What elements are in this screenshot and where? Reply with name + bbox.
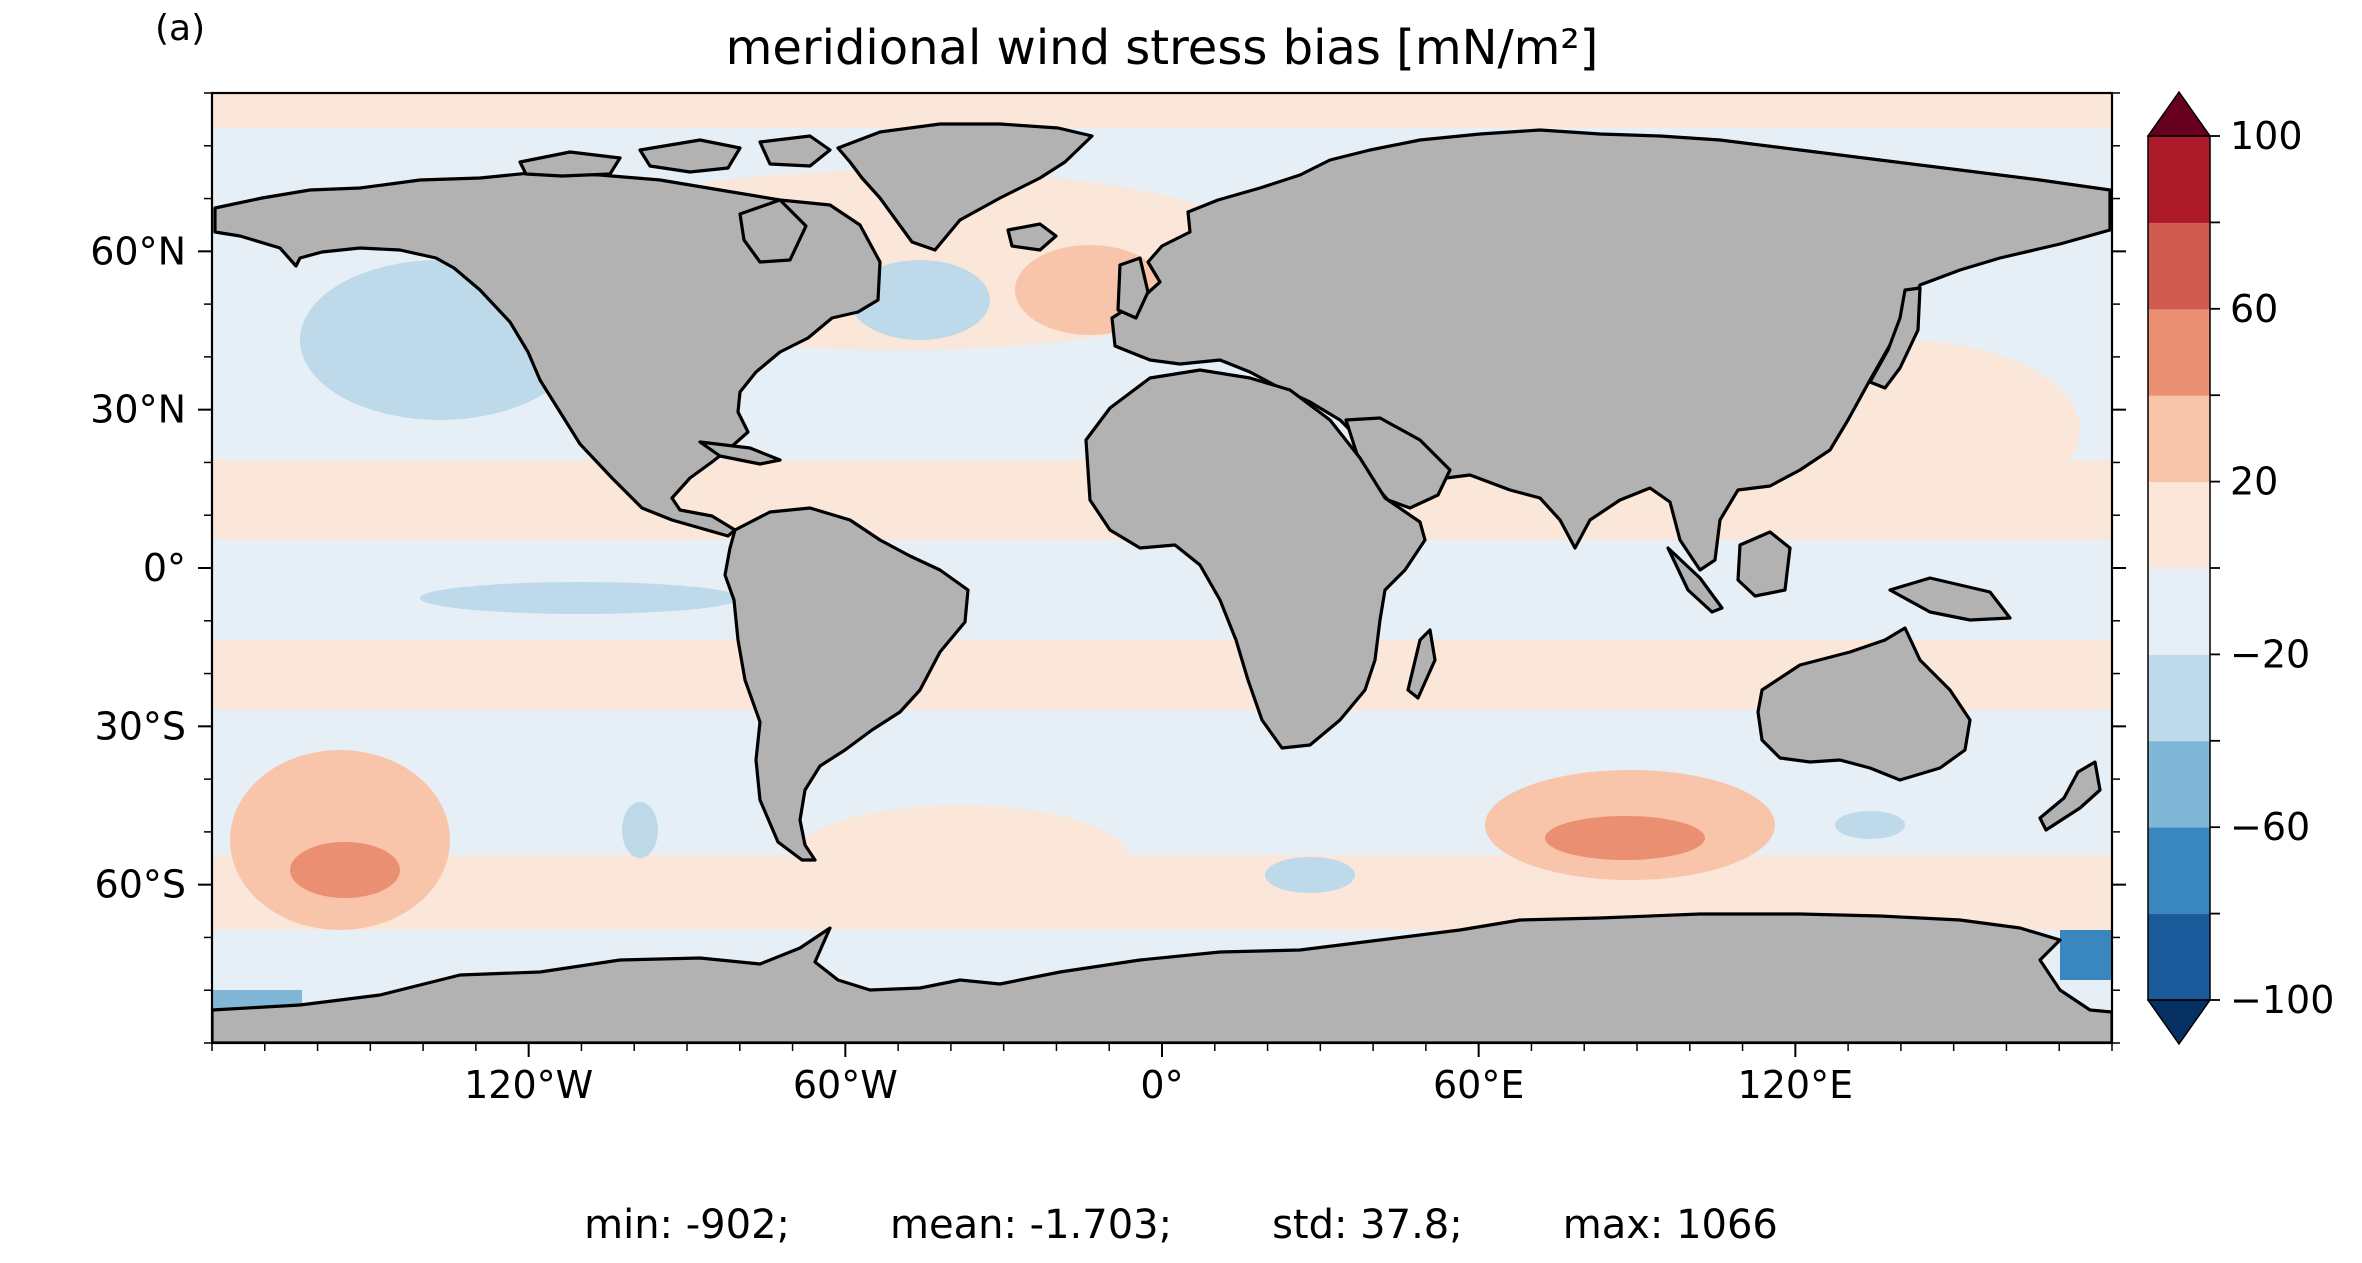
lat-tick-label: 0°	[143, 546, 186, 590]
land-iceland	[1006, 222, 1058, 252]
colorbar-segment	[2148, 136, 2210, 223]
lon-tick-label: 120°E	[1738, 1063, 1854, 1107]
land-south-america	[723, 506, 970, 862]
bias-south-pacific-negative	[622, 802, 658, 858]
land-australia	[1756, 626, 1972, 782]
land-japan	[1868, 286, 1922, 390]
colorbar-tick-label: −20	[2230, 632, 2310, 676]
land-baffin	[738, 198, 808, 264]
land-new-guinea	[1888, 576, 2012, 622]
chart-title: meridional wind stress bias [mN/m²]	[725, 20, 1599, 76]
bias-equatorial-pacific-negative	[420, 582, 740, 614]
colorbar-segment	[2148, 913, 2210, 1001]
stat-mean: mean: -1.703;	[890, 1202, 1173, 1248]
land-cuba	[698, 440, 782, 466]
bias-southern-ocean-negative	[1265, 857, 1355, 893]
lon-tick-label: 0°	[1140, 1063, 1183, 1107]
stats-line: min: -902; mean: -1.703; std: 37.8; max: 10…	[0, 1202, 2362, 1248]
colorbar-segment	[2148, 395, 2210, 483]
stat-max: max: 1066	[1562, 1202, 1778, 1248]
colorbar-tick-label: 60	[2230, 287, 2278, 331]
colorbar-segment	[2148, 740, 2210, 828]
bias-south-atlantic-positive	[790, 805, 1130, 915]
colorbar-segment	[2148, 827, 2210, 915]
land-greenland	[836, 122, 1094, 252]
stat-min: min: -902;	[584, 1202, 791, 1248]
bias-south-pacific-core	[290, 842, 400, 898]
bias-north-atlantic-negative	[850, 260, 990, 340]
colorbar-segment	[2148, 481, 2210, 569]
colorbar-segment	[2148, 308, 2210, 396]
land	[212, 122, 2112, 1043]
land-sumatra	[1666, 546, 1724, 614]
lat-tick-label: 30°S	[95, 704, 186, 748]
bias-south-indian-core	[1545, 816, 1705, 860]
land-antarctica	[212, 912, 2112, 1043]
lon-tick-label: 60°E	[1433, 1063, 1524, 1107]
colorbar-extend-min	[2146, 999, 2212, 1046]
map-axes: 120°W 60°W 0° 60°E 120°E 60°N 30°N 0° 30°S 60°S	[90, 92, 2126, 1107]
colorbar-segment	[2148, 222, 2210, 310]
bias-indian-negative	[1835, 811, 1905, 839]
lat-tick-label: 60°S	[95, 863, 186, 907]
land-borneo	[1736, 530, 1792, 598]
lon-tick-label: 120°W	[464, 1063, 593, 1107]
stat-std: std: 37.8;	[1272, 1202, 1463, 1248]
land-arctic-island-3	[758, 134, 832, 168]
land-africa	[1084, 368, 1427, 750]
bias-ross-sea-negative	[2060, 930, 2112, 980]
land-arctic-island-1	[518, 150, 622, 178]
colorbar-segment	[2148, 654, 2210, 742]
bias-arctic-positive	[212, 93, 2112, 128]
colorbar-segment	[2148, 568, 2210, 655]
lon-tick-label: 60°W	[793, 1063, 898, 1107]
land-new-zealand	[2038, 760, 2102, 832]
land-britain	[1116, 256, 1150, 320]
colorbar: 100 60 20 −20 −60 −100	[2146, 90, 2334, 1046]
colorbar-tick-label: 100	[2230, 114, 2303, 158]
colorbar-tick-label: 20	[2230, 460, 2278, 504]
land-arctic-island-2	[638, 138, 742, 174]
colorbar-extend-max	[2146, 90, 2212, 137]
lat-tick-label: 60°N	[90, 229, 186, 273]
map-area	[212, 93, 2112, 1043]
colorbar-tick-label: −60	[2230, 805, 2310, 849]
colorbar-tick-label: −100	[2230, 978, 2334, 1022]
lat-tick-label: 30°N	[90, 388, 186, 432]
land-madagascar	[1406, 628, 1437, 700]
panel-label: (a)	[155, 8, 206, 49]
bias-south-pacific-positive	[230, 750, 450, 930]
